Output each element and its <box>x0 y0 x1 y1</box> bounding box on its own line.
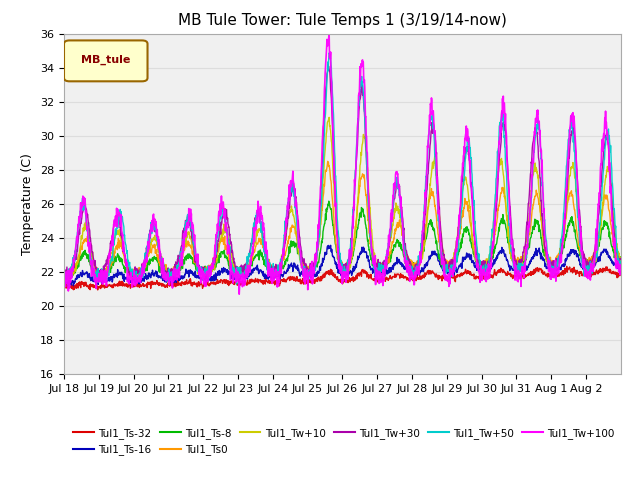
Text: MB_tule: MB_tule <box>81 55 131 65</box>
Legend: Tul1_Ts-32, Tul1_Ts-16, Tul1_Ts-8, Tul1_Ts0, Tul1_Tw+10, Tul1_Tw+30, Tul1_Tw+50,: Tul1_Ts-32, Tul1_Ts-16, Tul1_Ts-8, Tul1_… <box>69 424 619 459</box>
Title: MB Tule Tower: Tule Temps 1 (3/19/14-now): MB Tule Tower: Tule Temps 1 (3/19/14-now… <box>178 13 507 28</box>
FancyBboxPatch shape <box>64 40 147 81</box>
Y-axis label: Temperature (C): Temperature (C) <box>22 153 35 255</box>
